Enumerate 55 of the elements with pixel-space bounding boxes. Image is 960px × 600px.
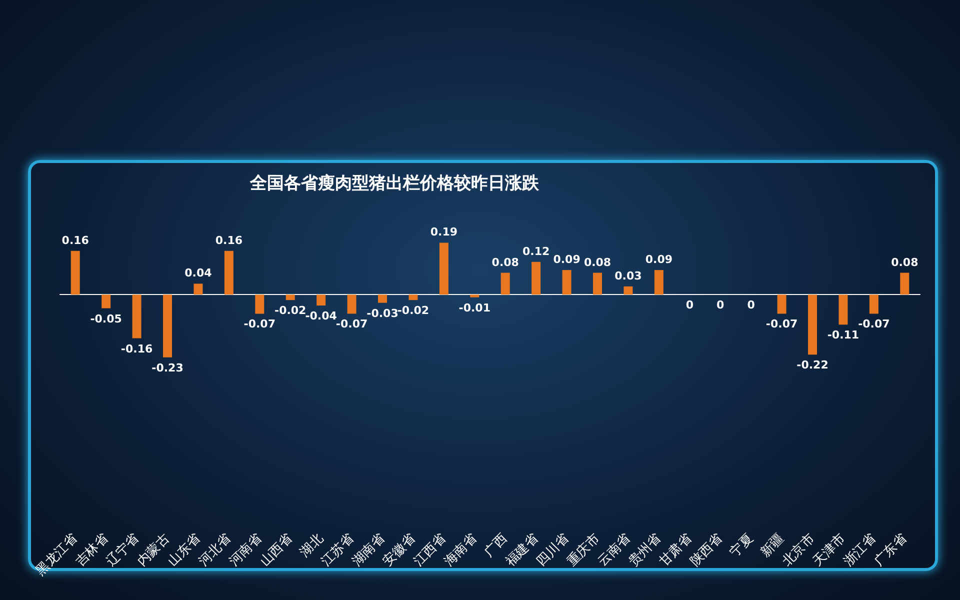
bar xyxy=(378,294,387,303)
data-label: -0.05 xyxy=(90,312,122,326)
bar xyxy=(286,294,295,300)
bar xyxy=(194,284,203,295)
data-label: -0.03 xyxy=(366,306,398,320)
data-label: 0.09 xyxy=(553,253,580,266)
bar xyxy=(869,294,878,314)
data-label: 0.08 xyxy=(891,256,918,269)
bar xyxy=(316,294,326,306)
bar xyxy=(163,294,172,358)
bar xyxy=(70,250,80,295)
bar xyxy=(500,272,510,295)
bar xyxy=(838,294,848,325)
data-label: 0.08 xyxy=(584,256,612,269)
data-label: 0 xyxy=(686,298,694,312)
data-label: -0.16 xyxy=(120,342,153,356)
bar xyxy=(900,272,910,295)
data-label: 0.12 xyxy=(522,244,550,258)
data-label: 0.09 xyxy=(645,253,672,266)
data-label: -0.04 xyxy=(305,310,338,323)
bar xyxy=(654,270,664,295)
bar xyxy=(102,294,111,308)
data-label: -0.01 xyxy=(458,301,490,314)
data-label: 0.03 xyxy=(614,269,642,282)
data-label: -0.11 xyxy=(827,328,860,342)
bar xyxy=(347,294,356,314)
x-tick-label: 宁夏 xyxy=(726,530,756,560)
chart-title: 全国各省瘦肉型猪出栏价格较昨日涨跌 xyxy=(249,174,540,194)
data-label: 0.08 xyxy=(492,256,519,269)
data-label: 0.04 xyxy=(184,266,212,280)
data-label: -0.22 xyxy=(796,358,828,372)
data-label: -0.02 xyxy=(274,304,306,318)
data-label: -0.02 xyxy=(397,304,430,318)
bar xyxy=(777,294,786,314)
bar xyxy=(470,294,480,298)
data-label: -0.07 xyxy=(244,318,276,331)
bar xyxy=(132,294,142,338)
data-label: 0.16 xyxy=(215,234,243,247)
data-label: 0.16 xyxy=(62,234,90,247)
bar xyxy=(224,250,234,295)
bar xyxy=(562,270,572,295)
data-label: -0.07 xyxy=(336,318,368,331)
data-label: 0 xyxy=(747,298,756,312)
data-label: -0.07 xyxy=(858,318,890,331)
bar xyxy=(408,294,418,300)
bar xyxy=(808,294,817,355)
bar xyxy=(624,286,633,295)
data-label: 0.19 xyxy=(430,226,458,239)
bar xyxy=(593,272,602,295)
bar xyxy=(532,262,541,295)
data-label: 0 xyxy=(716,298,725,312)
bar xyxy=(439,242,448,295)
data-label: -0.23 xyxy=(152,361,184,374)
data-label: -0.07 xyxy=(766,318,798,331)
bar xyxy=(255,294,264,314)
